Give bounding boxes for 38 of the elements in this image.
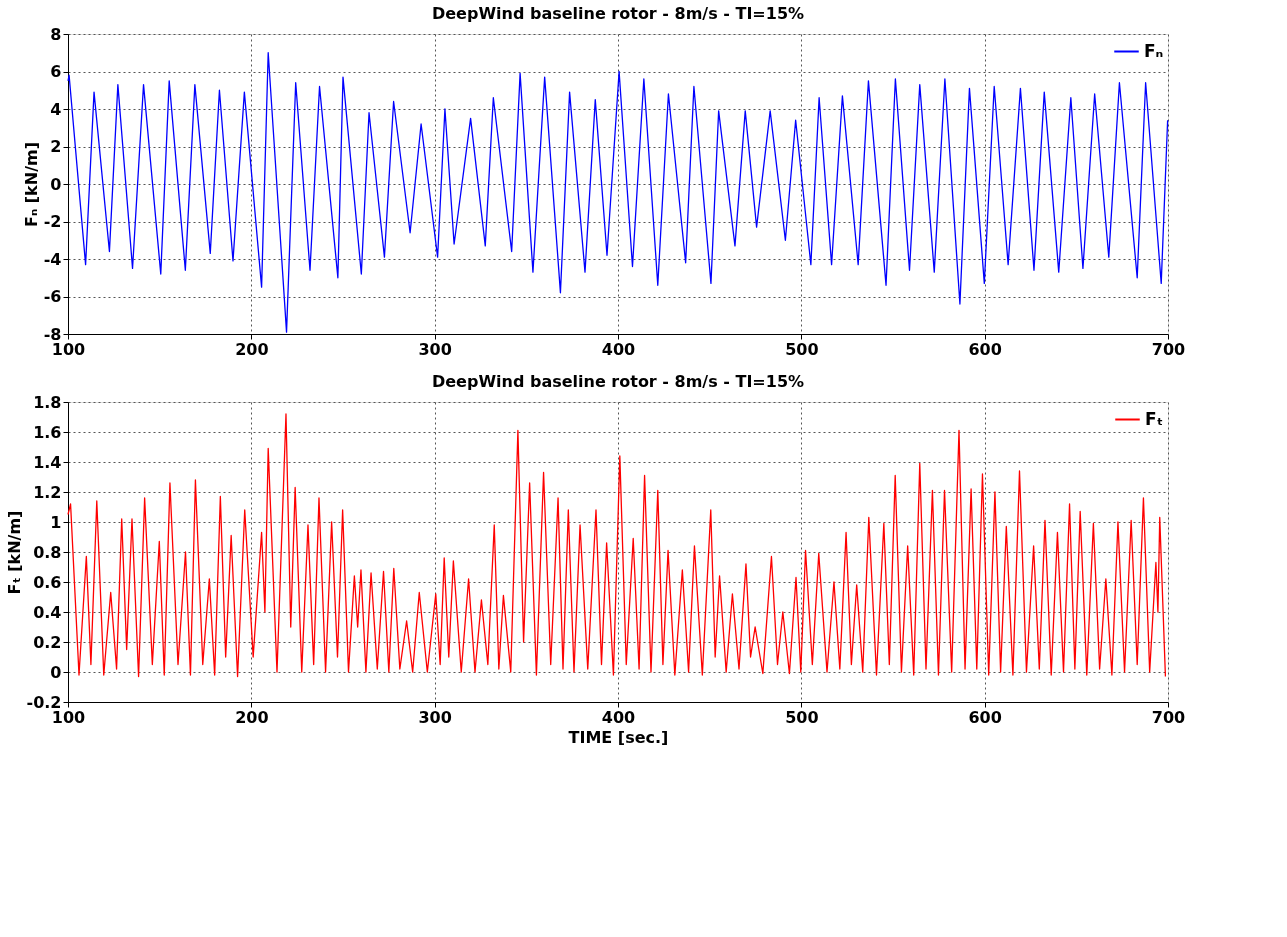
y-tick-label: 8 bbox=[50, 24, 62, 44]
x-tick-label: 300 bbox=[418, 707, 452, 727]
y-tick-label: 0.8 bbox=[33, 542, 62, 562]
x-tick-label: 300 bbox=[418, 339, 452, 359]
y-tick-label: 0.2 bbox=[33, 632, 62, 652]
chart-title: DeepWind baseline rotor - 8m/s - TI=15% bbox=[431, 372, 805, 391]
y-tick-label: 0.4 bbox=[33, 602, 62, 622]
y-tick-label: 1.8 bbox=[33, 392, 62, 412]
y-tick-label: 1.2 bbox=[33, 482, 62, 502]
y-tick-label: -4 bbox=[43, 249, 62, 269]
x-tick-label: 600 bbox=[968, 339, 1002, 359]
chart-title: DeepWind baseline rotor - 8m/s - TI=15% bbox=[431, 4, 805, 23]
x-tick-label: 200 bbox=[235, 339, 269, 359]
y-tick-label: 1.6 bbox=[33, 422, 62, 442]
y-tick-label: -6 bbox=[43, 287, 62, 306]
y-axis-title: Fₙ [kN/m] bbox=[21, 142, 41, 227]
x-tick-label: 400 bbox=[601, 707, 636, 727]
y-tick-label: 1.4 bbox=[33, 452, 62, 472]
legend-label: Fₜ bbox=[1145, 408, 1164, 429]
x-tick-label: 700 bbox=[1151, 339, 1186, 359]
y-tick-label: 0 bbox=[50, 174, 62, 194]
y-tick-label: 2 bbox=[50, 137, 62, 156]
y-tick-label: 1 bbox=[50, 512, 62, 532]
x-tick-label: 200 bbox=[235, 707, 269, 727]
x-tick-label: 500 bbox=[785, 339, 819, 359]
legend-label: Fₙ bbox=[1144, 40, 1164, 61]
y-axis-title: Fₜ [kN/m] bbox=[4, 510, 24, 595]
y-tick-label: 4 bbox=[50, 99, 62, 119]
x-tick-label: 500 bbox=[785, 707, 819, 727]
y-tick-label: 0 bbox=[50, 662, 62, 682]
x-tick-label: 700 bbox=[1151, 707, 1186, 727]
y-tick-label: 0.6 bbox=[33, 572, 62, 592]
x-tick-label: 400 bbox=[601, 339, 636, 359]
x-axis-title: TIME [sec.] bbox=[568, 727, 669, 747]
x-tick-label: 600 bbox=[968, 707, 1002, 727]
line-series bbox=[67, 413, 1167, 678]
y-tick-label: 6 bbox=[50, 62, 62, 81]
y-tick-label: -2 bbox=[43, 212, 62, 231]
